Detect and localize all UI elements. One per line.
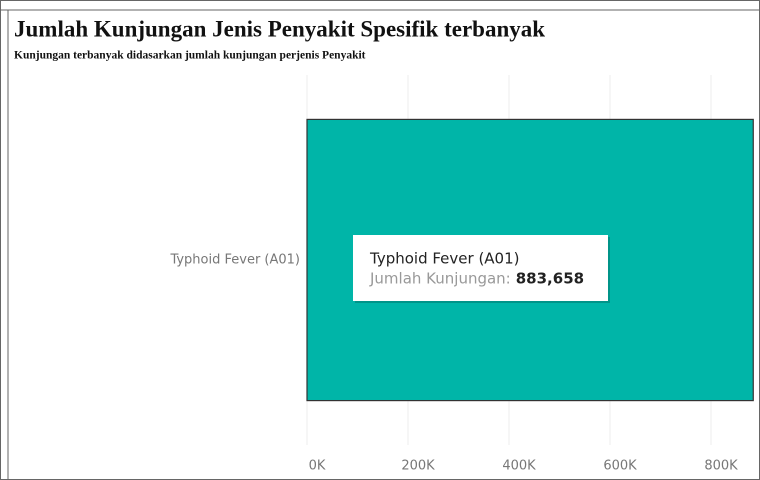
y-tick-label: Typhoid Fever (A01) xyxy=(169,253,300,268)
x-tick-label: 400K xyxy=(502,459,536,474)
tooltip xyxy=(353,235,608,301)
tooltip-value: 883,658 xyxy=(516,270,584,288)
x-tick-label: 800K xyxy=(704,459,738,474)
x-tick-label: 600K xyxy=(603,459,637,474)
chart-subtitle: Kunjungan terbanyak didasarkan jumlah ku… xyxy=(14,50,366,62)
x-tick-label: 200K xyxy=(401,459,435,474)
tooltip-title: Typhoid Fever (A01) xyxy=(369,250,520,268)
x-tick-label: 0K xyxy=(309,459,326,474)
tooltip-label: Jumlah Kunjungan: xyxy=(369,270,511,288)
chart-title: Jumlah Kunjungan Jenis Penyakit Spesifik… xyxy=(14,16,545,41)
